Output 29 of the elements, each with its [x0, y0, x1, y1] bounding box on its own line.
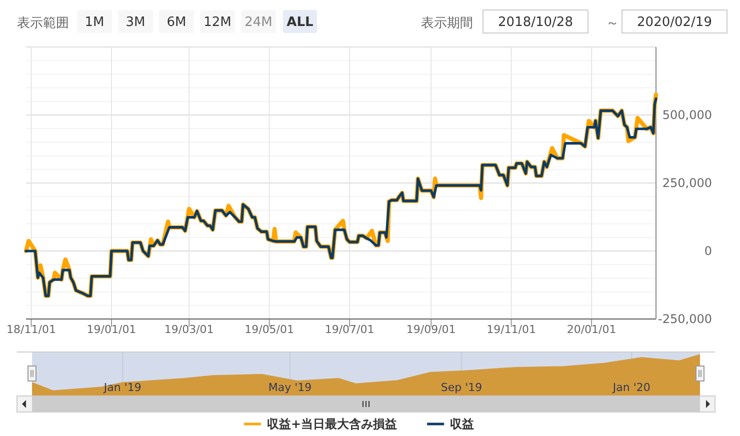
x-tick-label: 19/05/01 — [244, 323, 294, 336]
x-tick-label: 19/07/01 — [324, 323, 374, 336]
y-tick-label: 500,000 — [662, 108, 712, 122]
x-tick-label: 18/11/01 — [6, 323, 56, 336]
text: 12M — [204, 15, 232, 30]
x-tick-label: 19/03/01 — [164, 323, 214, 336]
x-tick-label: 19/09/01 — [406, 323, 456, 336]
text: 2020/02/19 — [637, 15, 712, 30]
text: 24M — [244, 15, 272, 30]
x-tick-label: May '19 — [268, 381, 312, 394]
text: 2018/10/28 — [498, 15, 573, 30]
y-tick-label: -250,000 — [658, 312, 712, 326]
x-tick-label: 19/11/01 — [486, 323, 536, 336]
text: ～ — [606, 16, 619, 31]
text: 6M — [166, 15, 186, 30]
text: 表示範囲 — [17, 16, 69, 31]
text: ALL — [286, 15, 314, 30]
y-tick-label: 250,000 — [662, 176, 712, 190]
x-tick-label: Sep '19 — [440, 381, 482, 394]
text: 3M — [126, 15, 146, 30]
legend-label: 収益+当日最大含み損益 — [267, 417, 398, 431]
x-tick-label: Jan '19 — [102, 381, 142, 394]
x-tick-label: 19/01/01 — [86, 323, 136, 336]
x-tick-label: Jan '20 — [612, 381, 650, 394]
text: 表示期間 — [421, 16, 473, 31]
text: 1M — [84, 15, 104, 30]
legend-label: 収益 — [450, 417, 474, 431]
x-tick-label: 20/01/01 — [566, 323, 616, 336]
y-tick-label: 0 — [704, 244, 712, 258]
